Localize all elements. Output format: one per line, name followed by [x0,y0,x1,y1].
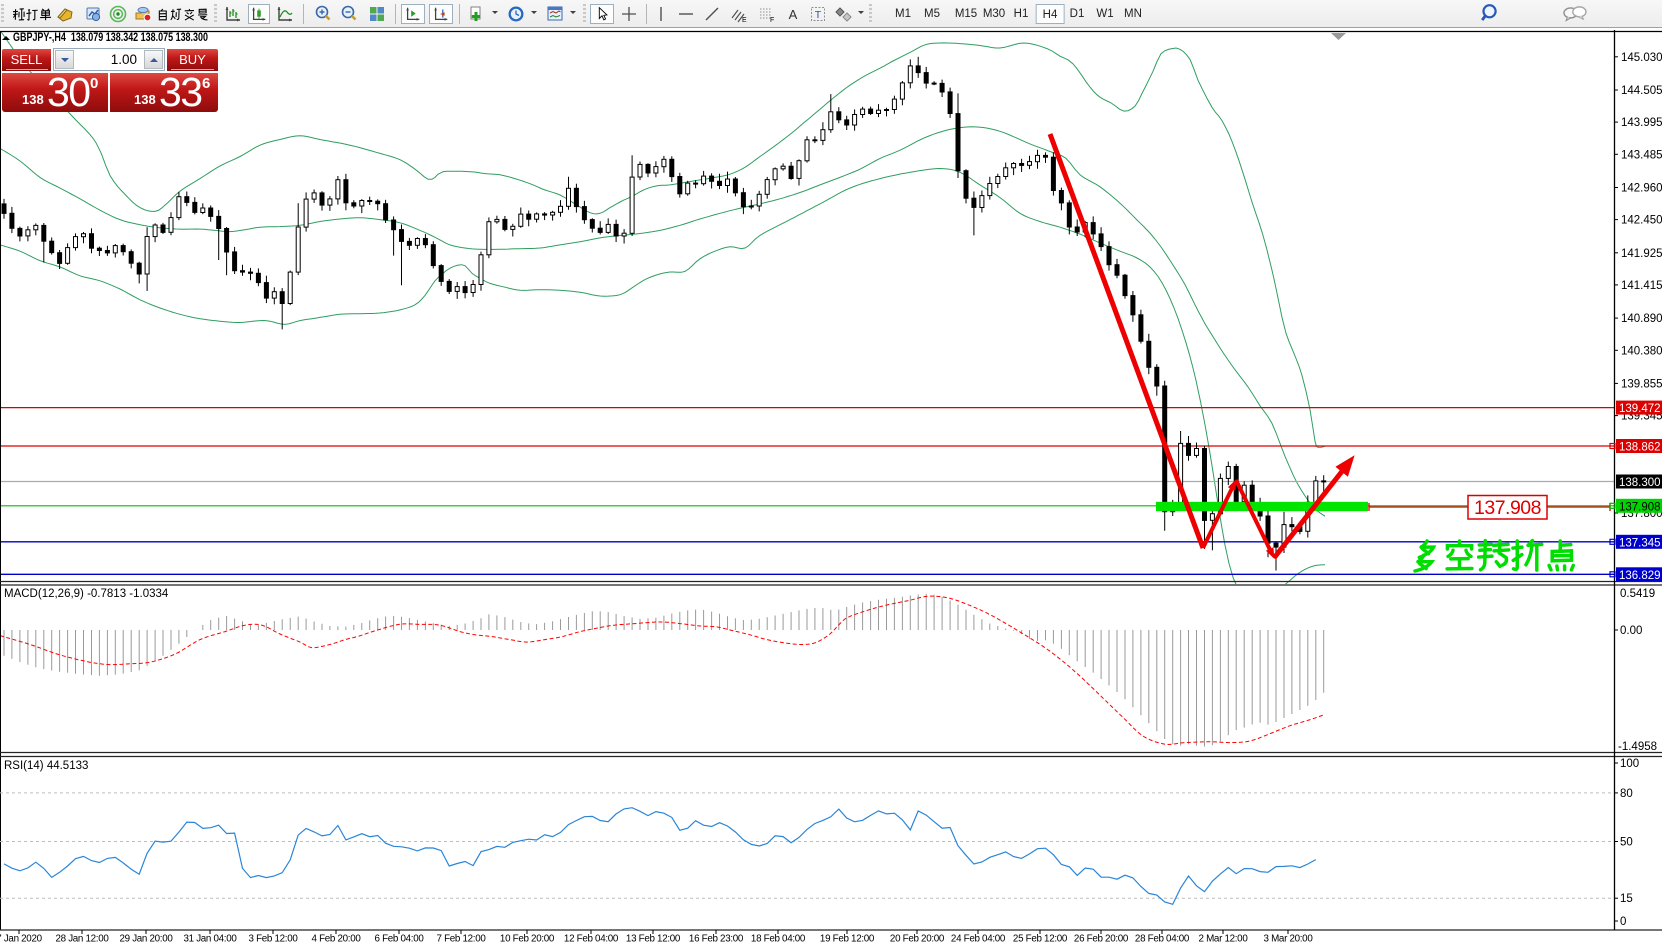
svg-text:-1.4958: -1.4958 [1618,741,1657,753]
svg-text:0.00: 0.00 [1620,625,1642,637]
svg-text:12 Feb 04:00: 12 Feb 04:00 [564,934,619,945]
svg-text:138.862: 138.862 [1619,442,1661,454]
svg-text:RSI(14) 44.5133: RSI(14) 44.5133 [4,760,88,772]
svg-text:138.300: 138.300 [1619,477,1661,489]
svg-text:E: E [742,17,747,24]
svg-text:15: 15 [1620,893,1633,905]
svg-text:26 Feb 20:00: 26 Feb 20:00 [1074,934,1129,945]
svg-text:10 Feb 20:00: 10 Feb 20:00 [500,934,555,945]
svg-text:18 Feb 04:00: 18 Feb 04:00 [751,934,806,945]
svg-text:50: 50 [1620,837,1633,849]
svg-text:28 Feb 04:00: 28 Feb 04:00 [1135,934,1190,945]
svg-text:141.415: 141.415 [1621,280,1662,292]
svg-text:24 Feb 04:00: 24 Feb 04:00 [951,934,1006,945]
svg-text:143.485: 143.485 [1621,149,1662,161]
svg-text:139.855: 139.855 [1621,378,1662,390]
svg-text:143.995: 143.995 [1621,117,1662,129]
svg-text:142.450: 142.450 [1621,215,1662,227]
svg-text:144.505: 144.505 [1621,85,1662,97]
svg-text:19 Feb 12:00: 19 Feb 12:00 [820,934,875,945]
svg-text:7 Jan 2020: 7 Jan 2020 [0,934,43,945]
svg-text:3 Feb 12:00: 3 Feb 12:00 [249,934,299,945]
svg-text:13 Feb 12:00: 13 Feb 12:00 [626,934,681,945]
svg-text:25 Feb 12:00: 25 Feb 12:00 [1013,934,1068,945]
svg-text:7 Feb 12:00: 7 Feb 12:00 [437,934,487,945]
svg-text:100: 100 [1620,758,1639,770]
svg-text:140.890: 140.890 [1621,313,1662,325]
svg-text:2 Mar 12:00: 2 Mar 12:00 [1199,934,1249,945]
svg-text:T: T [815,9,822,21]
svg-text:28 Jan 12:00: 28 Jan 12:00 [55,934,109,945]
svg-text:145.030: 145.030 [1621,52,1662,64]
svg-text:0.5419: 0.5419 [1620,588,1655,600]
svg-text:142.960: 142.960 [1621,183,1662,195]
svg-text:139.472: 139.472 [1619,403,1661,415]
svg-text:137.908: 137.908 [1619,501,1661,513]
svg-text:137.908: 137.908 [1474,497,1541,519]
svg-text:4 Feb 20:00: 4 Feb 20:00 [312,934,362,945]
svg-text:MACD(12,26,9) -0.7813 -1.0334: MACD(12,26,9) -0.7813 -1.0334 [4,588,169,600]
svg-text:6 Feb 04:00: 6 Feb 04:00 [375,934,425,945]
svg-text:141.925: 141.925 [1621,248,1662,260]
svg-text:136.829: 136.829 [1619,570,1661,582]
svg-text:31 Jan 04:00: 31 Jan 04:00 [183,934,237,945]
svg-text:0: 0 [1620,916,1626,928]
svg-text:137.345: 137.345 [1619,537,1661,549]
svg-text:29 Jan 20:00: 29 Jan 20:00 [119,934,173,945]
svg-text:16 Feb 23:00: 16 Feb 23:00 [689,934,744,945]
svg-text:A: A [789,7,798,22]
svg-text:20 Feb 20:00: 20 Feb 20:00 [890,934,945,945]
svg-text:F: F [770,17,774,24]
svg-text:3 Mar 20:00: 3 Mar 20:00 [1264,934,1314,945]
svg-text:80: 80 [1620,788,1633,800]
svg-text:140.380: 140.380 [1621,345,1662,357]
